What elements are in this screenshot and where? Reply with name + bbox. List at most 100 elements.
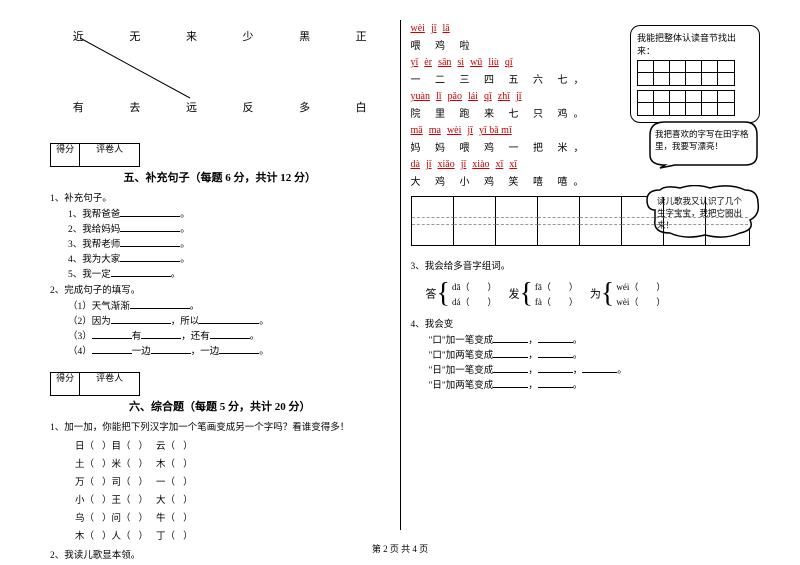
q4-line: "口"加一笔变成，。 — [429, 332, 751, 346]
text: 。 — [573, 336, 583, 346]
connecting-line — [60, 33, 380, 103]
stroke-cell: ）司（ — [99, 473, 134, 489]
blank[interactable] — [151, 344, 191, 354]
stroke-cell: ） — [180, 437, 196, 453]
pinyin: mā — [411, 125, 423, 136]
text: 3、我帮老师 — [68, 240, 120, 250]
stroke-cell: 万（ — [72, 473, 97, 489]
sub: 3、我帮老师。 — [68, 236, 390, 250]
blank[interactable] — [210, 329, 250, 339]
bubble-text: 我把喜欢的字写在田字格里，我要写漂亮！ — [655, 128, 752, 152]
text: 5、我一定 — [68, 270, 111, 280]
stroke-cell: 云（ — [153, 437, 178, 453]
score-box-6: 得分 评卷人 — [50, 372, 140, 396]
pinyin: lái — [468, 91, 478, 102]
blank[interactable] — [582, 363, 617, 373]
blank[interactable] — [141, 329, 181, 339]
tianzige-grid[interactable] — [411, 196, 751, 246]
text: （4） — [68, 347, 92, 357]
text: 。 — [190, 302, 200, 312]
section-5-title: 五、补充句子（每题 6 分，共计 12 分） — [50, 169, 390, 185]
pinyin: lǐ — [436, 91, 442, 102]
sub: 1、我帮爸爸。 — [68, 206, 390, 220]
stroke-cell: 乌（ — [72, 509, 97, 525]
pinyin-row: māmawèijīyī bǎ mǐ — [411, 125, 598, 136]
blank[interactable] — [538, 333, 573, 343]
stroke-cell: ）米（ — [99, 455, 134, 471]
stroke-cell: ） — [136, 437, 152, 453]
matching-exercise: 近 无 来 少 黑 正 有 去 远 反 多 白 — [50, 28, 390, 128]
poem-block: wèijīlā喂 鸡 啦yīèrsānsìwǔliùqī一 二 三 四 五 六 … — [411, 23, 598, 188]
text: 一边 — [132, 347, 151, 357]
blank[interactable] — [92, 344, 132, 354]
pinyin: jī — [461, 159, 467, 170]
blank[interactable] — [120, 252, 180, 262]
blank[interactable] — [120, 207, 180, 217]
pinyin: jī — [431, 23, 437, 34]
bubble-2-wrap: 我把喜欢的字写在田字格里，我要写漂亮！ — [645, 120, 760, 173]
stroke-cell: 土（ — [72, 455, 97, 471]
pinyin: qī — [484, 91, 492, 102]
text: ，所以 — [171, 317, 200, 327]
q5-1: 1、补充句子。 — [50, 190, 390, 204]
blank[interactable] — [130, 299, 190, 309]
blank[interactable] — [111, 314, 171, 324]
hanzi-row: 大 鸡 小 鸡 笑 嘻 嘻。 — [411, 173, 598, 188]
blank[interactable] — [92, 329, 132, 339]
blank[interactable] — [538, 363, 573, 373]
stroke-cell: ） — [136, 473, 152, 489]
sub: （4）一边，一边。 — [68, 343, 390, 357]
sub: （1）天气渐渐。 — [68, 298, 390, 312]
text: ， — [528, 366, 538, 376]
text: ， — [528, 336, 538, 346]
hanzi-row: 妈 妈 喂 鸡 一 把 米， — [411, 139, 598, 154]
stroke-cell: ） — [136, 455, 152, 471]
pinyin: xī — [496, 159, 504, 170]
pinyin: yī — [411, 57, 419, 68]
section-6-title: 六、综合题（每题 5 分，共计 20 分） — [50, 398, 390, 414]
text: "日"加一笔变成 — [429, 366, 494, 376]
pinyin: dà — [411, 159, 420, 170]
blank[interactable] — [199, 314, 259, 324]
blank[interactable] — [120, 222, 180, 232]
polyphone-row: 答{dā（ ）dá（ ） 发{fā（ ）fà（ ） 为{wéi（ ）wèi（ ） — [426, 278, 751, 310]
pinyin: yī bǎ mǐ — [479, 125, 512, 136]
hanzi-row: 喂 鸡 啦 — [411, 37, 598, 52]
stroke-cell: 一（ — [153, 473, 178, 489]
pinyin: sì — [457, 57, 464, 68]
stroke-cell: ） — [180, 491, 196, 507]
blank[interactable] — [493, 378, 528, 388]
poly-group: 为{wéi（ ）wèi（ ） — [590, 288, 677, 299]
blank[interactable] — [538, 378, 573, 388]
q5-2: 2、完成句子的填写。 — [50, 282, 390, 296]
blank[interactable] — [111, 267, 171, 277]
blank[interactable] — [493, 348, 528, 358]
page-content: 近 无 来 少 黑 正 有 去 远 反 多 白 得分 评卷人 五、补充句 — [0, 0, 800, 540]
sub: 4、我为大家。 — [68, 251, 390, 265]
blank[interactable] — [538, 348, 573, 358]
stroke-cell: 木（ — [153, 455, 178, 471]
text: 1、我帮爸爸 — [68, 210, 120, 220]
stroke-cell: 牛（ — [153, 509, 178, 525]
poly-group: 答{dā（ ）dá（ ） — [426, 288, 509, 299]
pinyin-grid[interactable] — [637, 60, 735, 86]
blank[interactable] — [493, 363, 528, 373]
q6-2: 2、我读儿歌显本领。 — [50, 547, 390, 561]
text: 有 — [132, 332, 142, 342]
pinyin: xiǎo — [438, 159, 455, 170]
text: 。 — [259, 347, 269, 357]
text: ， — [528, 381, 538, 391]
stroke-cell: ） — [180, 473, 196, 489]
pinyin-grid[interactable] — [637, 90, 735, 116]
pinyin: zhī — [498, 91, 510, 102]
blank[interactable] — [219, 344, 259, 354]
sub: （3）有，还有。 — [68, 328, 390, 342]
pinyin: jī — [467, 125, 473, 136]
stroke-cell: 丁（ — [153, 527, 178, 543]
pinyin-row: yuànlǐpǎoláiqīzhījī — [411, 91, 598, 102]
stroke-cell: ） — [136, 491, 152, 507]
sub: 5、我一定。 — [68, 266, 390, 280]
sub: 2、我给妈妈。 — [68, 221, 390, 235]
blank[interactable] — [493, 333, 528, 343]
blank[interactable] — [120, 237, 180, 247]
